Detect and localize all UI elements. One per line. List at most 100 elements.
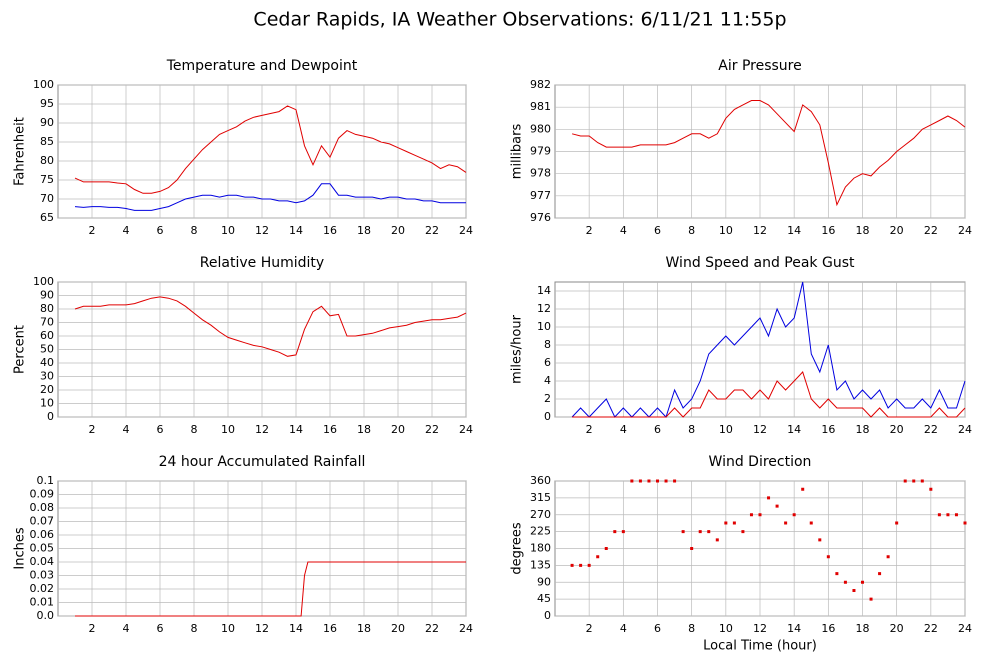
point [920,479,924,483]
y-tick-label: 8 [544,338,551,351]
x-tick-label: 10 [719,224,733,237]
x-axis-label: Local Time (hour) [703,639,817,654]
y-tick-label: 12 [537,302,551,315]
x-tick-label: 4 [123,622,130,635]
point [690,547,694,550]
x-tick-label: 2 [89,224,96,237]
point [937,513,941,517]
point [878,572,882,576]
x-tick-label: 8 [688,224,695,237]
chart-title: Air Pressure [718,58,801,74]
x-tick-label: 20 [890,423,904,436]
x-tick-label: 24 [459,622,473,635]
y-tick-label: 75 [40,173,54,186]
y-tick-label: 0 [544,410,551,423]
y-tick-label: 978 [530,167,551,180]
x-tick-label: 20 [890,622,904,635]
y-tick-label: 0.05 [30,542,55,555]
y-tick-label: 0.04 [30,555,55,568]
x-tick-label: 18 [357,423,371,436]
y-tick-label: 225 [530,525,551,538]
y-tick-label: 981 [530,100,551,113]
y-tick-label: 180 [530,542,551,555]
y-tick-label: 982 [530,78,551,91]
point [621,530,625,534]
series-line [572,371,966,418]
x-tick-label: 10 [221,423,235,436]
point [749,513,753,517]
series-line [571,281,966,418]
x-tick-label: 16 [821,224,835,237]
x-tick-label: 24 [958,622,972,635]
x-tick-label: 16 [323,423,337,436]
x-tick-label: 10 [719,622,733,635]
x-tick-label: 8 [688,622,695,635]
point [707,530,711,534]
y-tick-label: 360 [530,474,551,487]
y-tick-label: 30 [40,370,54,383]
y-tick-label: 90 [537,575,551,588]
point [647,479,651,483]
y-tick-label: 85 [40,135,54,148]
y-tick-label: 10 [40,397,54,410]
point [698,530,702,534]
x-tick-label: 20 [391,423,405,436]
y-axis-label: miles/hour [510,314,525,383]
y-tick-label: 270 [530,508,551,521]
point [681,530,685,534]
page-title: Cedar Rapids, IA Weather Observations: 6… [253,9,786,31]
y-tick-label: 95 [40,97,54,110]
y-tick-label: 0.0 [37,609,55,622]
y-tick-label: 50 [40,343,54,356]
x-tick-label: 10 [221,622,235,635]
point [861,580,864,584]
point [732,521,736,525]
y-tick-label: 10 [537,320,551,333]
x-tick-label: 2 [586,224,593,237]
y-tick-label: 0.07 [30,515,55,528]
y-tick-label: 100 [33,78,54,91]
chart-title: Wind Speed and Peak Gust [666,255,855,271]
series-line [75,561,466,617]
point [741,530,745,534]
y-axis-label: millibars [510,124,525,180]
y-tick-label: 976 [530,211,551,224]
x-tick-label: 6 [654,224,661,237]
y-tick-label: 4 [544,374,551,387]
x-tick-label: 16 [821,622,835,635]
y-tick-label: 100 [33,275,54,288]
x-tick-label: 4 [123,224,130,237]
y-tick-label: 65 [40,211,54,224]
x-tick-label: 2 [89,423,96,436]
y-tick-label: 0 [544,609,551,622]
point [784,521,788,525]
y-tick-label: 977 [530,189,551,202]
x-tick-label: 4 [620,423,627,436]
point [792,513,796,517]
point [801,487,805,491]
y-tick-label: 315 [530,491,551,504]
point [818,538,822,542]
y-tick-label: 2 [544,392,551,405]
x-tick-label: 14 [787,224,801,237]
x-tick-label: 6 [654,622,661,635]
y-axis-label: degrees [510,522,525,575]
y-tick-label: 980 [530,122,551,135]
x-tick-label: 16 [821,423,835,436]
y-tick-label: 0.08 [30,501,55,514]
series-line [74,183,466,211]
y-tick-label: 90 [40,116,54,129]
y-tick-label: 80 [40,154,54,167]
y-axis-label: Fahrenheit [13,117,28,186]
y-tick-label: 45 [537,592,551,605]
point [954,513,958,517]
y-tick-label: 0 [47,410,54,423]
x-tick-label: 22 [924,224,938,237]
point [835,572,839,576]
x-tick-label: 24 [958,224,972,237]
x-tick-label: 24 [459,423,473,436]
chart-title: Relative Humidity [200,255,324,271]
y-tick-label: 0.06 [30,528,55,541]
x-tick-label: 22 [425,224,439,237]
